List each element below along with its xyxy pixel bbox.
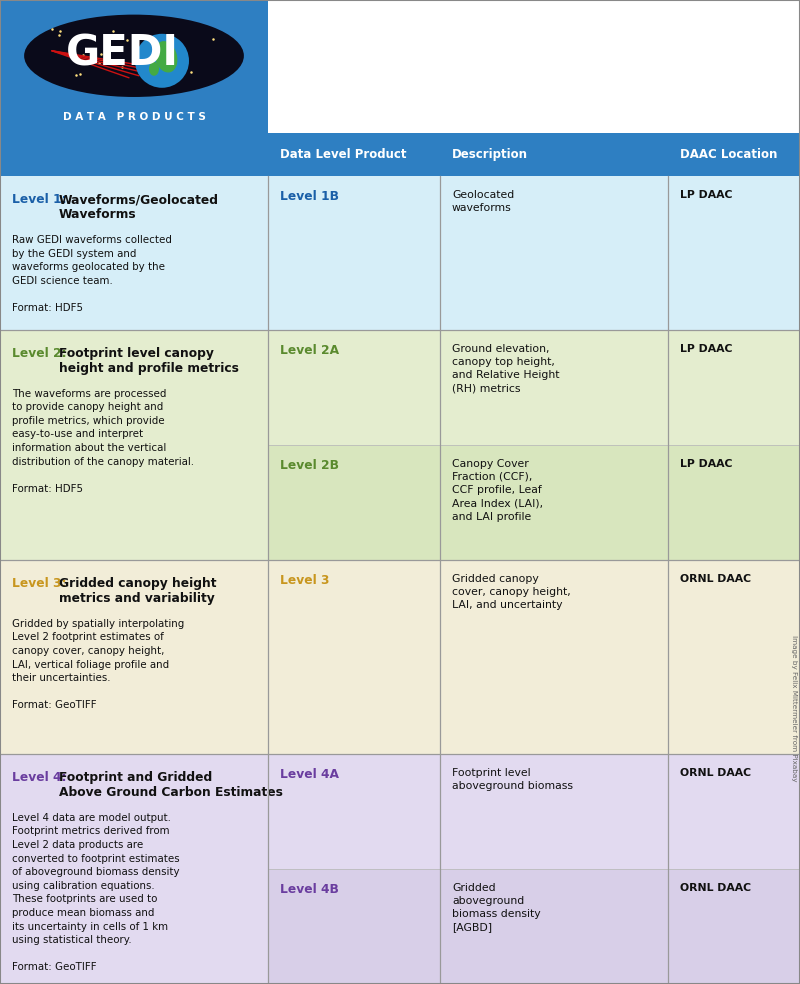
Text: Ground elevation,
canopy top height,
and Relative Height
(RH) metrics: Ground elevation, canopy top height, and…	[452, 343, 559, 394]
Bar	[668, 330, 800, 445]
Text: Level 4A: Level 4A	[280, 768, 339, 780]
Circle shape	[135, 33, 189, 88]
Bar	[440, 330, 668, 445]
Text: Level 4:: Level 4:	[12, 770, 70, 784]
Text: Level 2:: Level 2:	[12, 346, 71, 359]
Text: DAAC Location: DAAC Location	[680, 148, 778, 161]
Bar	[668, 445, 800, 560]
Text: Level 1B: Level 1B	[280, 190, 339, 203]
Bar	[268, 869, 440, 984]
Text: Gridded canopy
cover, canopy height,
LAI, and uncertainty: Gridded canopy cover, canopy height, LAI…	[452, 574, 570, 610]
Text: Level 2B: Level 2B	[280, 459, 339, 471]
Bar	[440, 176, 668, 330]
Bar	[268, 560, 440, 754]
Bar	[0, 176, 268, 330]
Text: D A T A   P R O D U C T S: D A T A P R O D U C T S	[62, 112, 206, 122]
Bar	[440, 560, 668, 754]
Text: Data Level Product: Data Level Product	[280, 148, 406, 161]
Bar	[268, 330, 440, 445]
Bar	[440, 445, 668, 560]
Text: Geolocated
waveforms: Geolocated waveforms	[452, 190, 514, 214]
Text: LP DAAC: LP DAAC	[680, 190, 733, 200]
Ellipse shape	[149, 62, 159, 76]
Bar	[668, 560, 800, 754]
Ellipse shape	[24, 15, 244, 97]
Text: Image by Felix Mittermeier from Pixabay: Image by Felix Mittermeier from Pixabay	[791, 636, 797, 781]
Text: Level 2A: Level 2A	[280, 343, 339, 356]
Text: Gridded
aboveground
biomass density
[AGBD]: Gridded aboveground biomass density [AGB…	[452, 883, 541, 933]
Bar	[668, 869, 800, 984]
Text: Canopy Cover
Fraction (CCF),
CCF profile, Leaf
Area Index (LAI),
and LAI profile: Canopy Cover Fraction (CCF), CCF profile…	[452, 459, 543, 522]
Text: Footprint level canopy
height and profile metrics: Footprint level canopy height and profil…	[59, 346, 238, 375]
Bar	[268, 176, 440, 330]
Bar	[0, 0, 268, 133]
Text: Waveforms/Geolocated
Waveforms: Waveforms/Geolocated Waveforms	[59, 193, 219, 221]
Text: ORNL DAAC: ORNL DAAC	[680, 883, 751, 892]
Text: Level 1:: Level 1:	[12, 193, 71, 206]
Text: Gridded by spatially interpolating
Level 2 footprint estimates of
canopy cover, : Gridded by spatially interpolating Level…	[12, 619, 184, 710]
Bar	[268, 445, 440, 560]
Text: Footprint and Gridded
Above Ground Carbon Estimates: Footprint and Gridded Above Ground Carbo…	[59, 770, 282, 799]
Text: The waveforms are processed
to provide canopy height and
profile metrics, which : The waveforms are processed to provide c…	[12, 389, 194, 494]
Bar	[0, 754, 268, 984]
Text: Description: Description	[452, 148, 528, 161]
Bar	[0, 560, 268, 754]
Bar	[440, 754, 668, 869]
Text: Level 4 data are model output.
Footprint metrics derived from
Level 2 data produ: Level 4 data are model output. Footprint…	[12, 813, 180, 972]
Text: Level 3:: Level 3:	[12, 577, 70, 589]
Text: GEDI: GEDI	[66, 32, 178, 75]
Bar	[668, 754, 800, 869]
Ellipse shape	[154, 41, 178, 73]
Bar	[268, 133, 800, 176]
Bar	[668, 176, 800, 330]
Text: Level 3: Level 3	[280, 574, 330, 586]
Text: Raw GEDI waveforms collected
by the GEDI system and
waveforms geolocated by the
: Raw GEDI waveforms collected by the GEDI…	[12, 235, 172, 313]
Text: Gridded canopy height
metrics and variability: Gridded canopy height metrics and variab…	[59, 577, 216, 605]
Text: ORNL DAAC: ORNL DAAC	[680, 574, 751, 584]
Bar	[0, 330, 268, 560]
Text: Footprint level
aboveground biomass: Footprint level aboveground biomass	[452, 768, 573, 791]
Text: LP DAAC: LP DAAC	[680, 343, 733, 353]
Text: Level 4B: Level 4B	[280, 883, 339, 895]
Bar	[0, 133, 268, 176]
Bar	[440, 869, 668, 984]
Text: LP DAAC: LP DAAC	[680, 459, 733, 468]
Text: ORNL DAAC: ORNL DAAC	[680, 768, 751, 777]
Bar	[268, 754, 440, 869]
